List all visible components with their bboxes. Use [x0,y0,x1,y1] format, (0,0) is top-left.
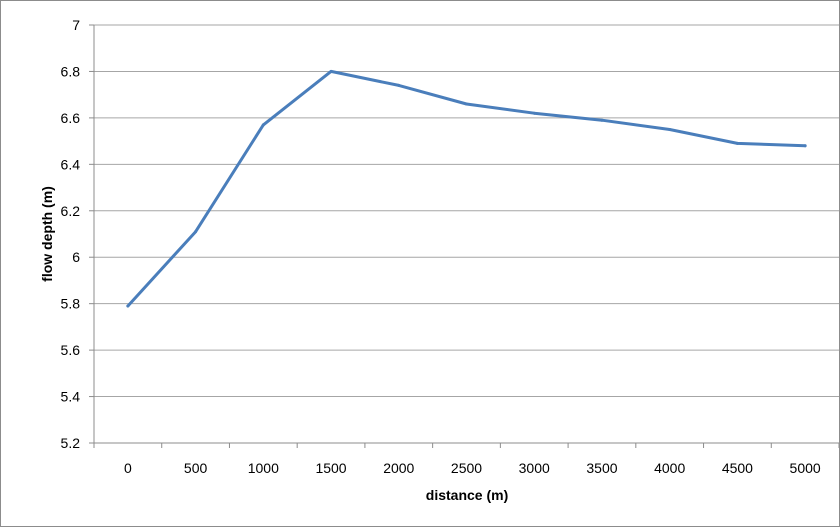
x-tick-label: 2500 [451,460,482,476]
data-point [194,230,198,234]
y-tick-label: 5.8 [61,296,81,312]
x-tick-label: 1500 [315,460,346,476]
x-tick-label: 5000 [790,460,821,476]
data-point [532,111,536,115]
x-axis-title: distance (m) [426,487,508,503]
y-tick-labels: 5.2 5.4 5.6 5.8 6 6.2 6.4 6.6 6.8 7 [61,17,81,451]
y-tick-label: 6.4 [61,156,81,172]
x-tick-label: 500 [184,460,208,476]
data-point [600,118,604,122]
y-tick-label: 6 [72,249,80,265]
y-tick-label: 6.2 [61,203,81,219]
x-tick-labels: 0 500 1000 1500 2000 2500 3000 3500 4000 4500 5000 [124,460,821,476]
data-point [126,304,130,308]
x-tick-label: 3000 [519,460,550,476]
y-tick-label: 5.4 [61,389,81,405]
x-tick-label: 4500 [722,460,753,476]
y-tick-label: 6.6 [61,110,81,126]
data-point [668,128,672,131]
y-tick-label: 7 [72,17,80,33]
x-tick-label: 4000 [654,460,685,476]
data-point [261,123,265,127]
y-axis-title: flow depth (m) [39,186,55,282]
data-point [465,102,468,106]
y-tick-label: 5.2 [61,435,81,451]
series-line-flow-depth [126,69,807,308]
data-point [803,144,807,148]
data-point [735,141,739,145]
y-tick-label: 6.8 [61,63,81,79]
x-tick-label: 3500 [586,460,617,476]
data-point [397,83,401,87]
axes [89,24,839,448]
x-tick-label: 2000 [383,460,414,476]
data-point [329,69,333,73]
x-tick-label: 0 [124,460,132,476]
x-tick-label: 1000 [248,460,279,476]
gridlines [94,24,839,398]
y-tick-label: 5.6 [61,342,81,358]
series-layer [126,69,807,308]
